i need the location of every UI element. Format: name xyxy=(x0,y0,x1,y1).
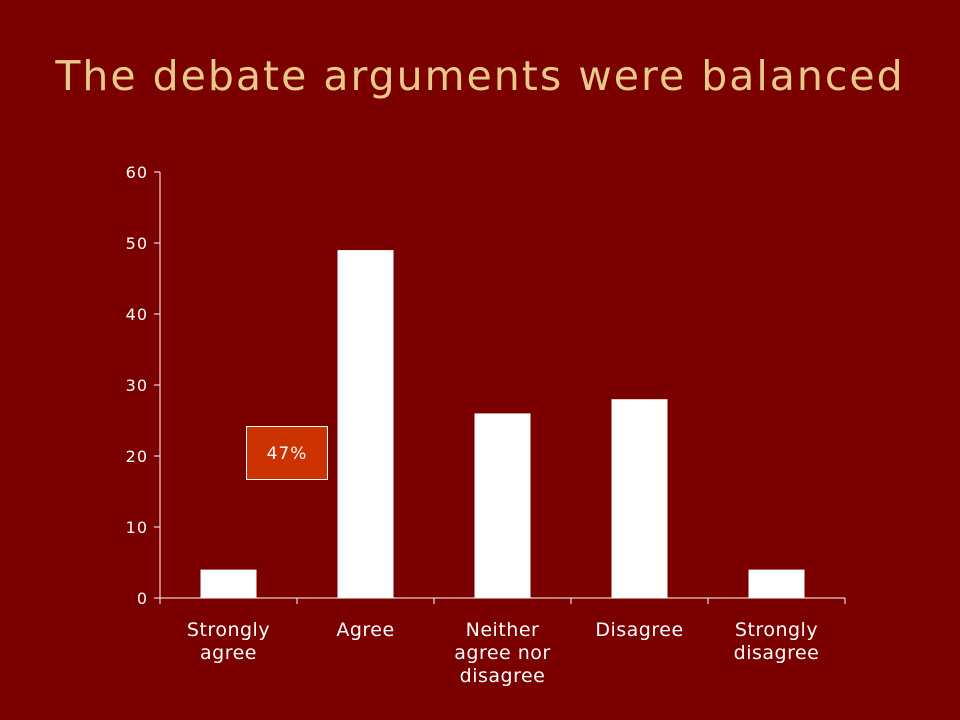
bar-2 xyxy=(474,413,531,598)
bar-0 xyxy=(200,569,257,598)
y-tick-label-6: 60 xyxy=(126,163,148,182)
y-tick-label-5: 50 xyxy=(126,234,148,253)
x-category-label-1: Agree xyxy=(336,619,394,641)
x-category-label-0: Strongly agree xyxy=(187,619,270,664)
x-category-label-4: Strongly disagree xyxy=(734,619,820,664)
y-tick-label-1: 10 xyxy=(126,518,148,537)
y-tick-label-4: 40 xyxy=(126,305,148,324)
x-category-label-3: Disagree xyxy=(595,619,683,641)
y-tick-label-2: 20 xyxy=(126,447,148,466)
percentage-callout: 47% xyxy=(246,426,328,480)
bar-3 xyxy=(611,399,668,598)
slide-title: The debate arguments were balanced xyxy=(55,52,905,100)
x-category-label-2: Neither agree nor disagree xyxy=(454,619,551,687)
bar-1 xyxy=(337,250,394,598)
y-tick-label-3: 30 xyxy=(126,376,148,395)
y-tick-label-0: 0 xyxy=(137,589,148,608)
bar-4 xyxy=(748,569,805,598)
